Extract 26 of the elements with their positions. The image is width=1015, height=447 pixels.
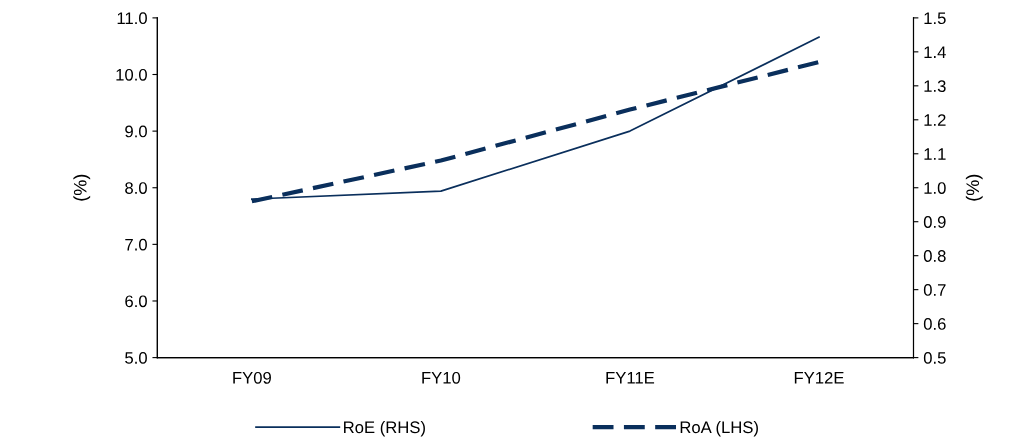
y2-tick-label: 0.6 <box>923 318 946 330</box>
y2-tick-label: 1.4 <box>924 46 946 58</box>
y-axis-title: (%) <box>73 174 91 201</box>
y-tick-label: 11.0 <box>117 12 147 25</box>
y-tick-label: 5.0 <box>125 352 147 364</box>
x-tick-label: FY09 <box>233 371 271 384</box>
x-tick-label: FY12E <box>794 371 844 384</box>
y-tick-label: 9.0 <box>125 125 147 138</box>
y-tick-label: 10.0 <box>116 68 147 81</box>
y2-tick-label: 1.5 <box>924 12 946 25</box>
y2-tick-label: 1.2 <box>924 114 946 126</box>
y2-tick-label: 1.1 <box>924 148 946 160</box>
legend-label: RoE (RHS) <box>344 420 425 437</box>
y2-axis-title: (%) <box>965 174 983 201</box>
y2-tick-label: 0.8 <box>923 250 946 262</box>
y-tick-label: 6.0 <box>125 295 147 308</box>
legend-label: RoA (LHS) <box>680 420 758 437</box>
y2-tick-label: 0.7 <box>923 284 946 296</box>
y-tick-label: 7.0 <box>125 238 147 251</box>
y2-tick-label: 1.0 <box>924 182 946 194</box>
y-tick-label: 8.0 <box>125 182 147 194</box>
y2-tick-label: 0.5 <box>923 352 946 364</box>
y2-tick-label: 1.3 <box>924 80 946 93</box>
x-tick-label: FY10 <box>422 371 461 384</box>
y2-tick-label: 0.9 <box>923 216 946 228</box>
x-tick-label: FY11E <box>606 372 655 384</box>
